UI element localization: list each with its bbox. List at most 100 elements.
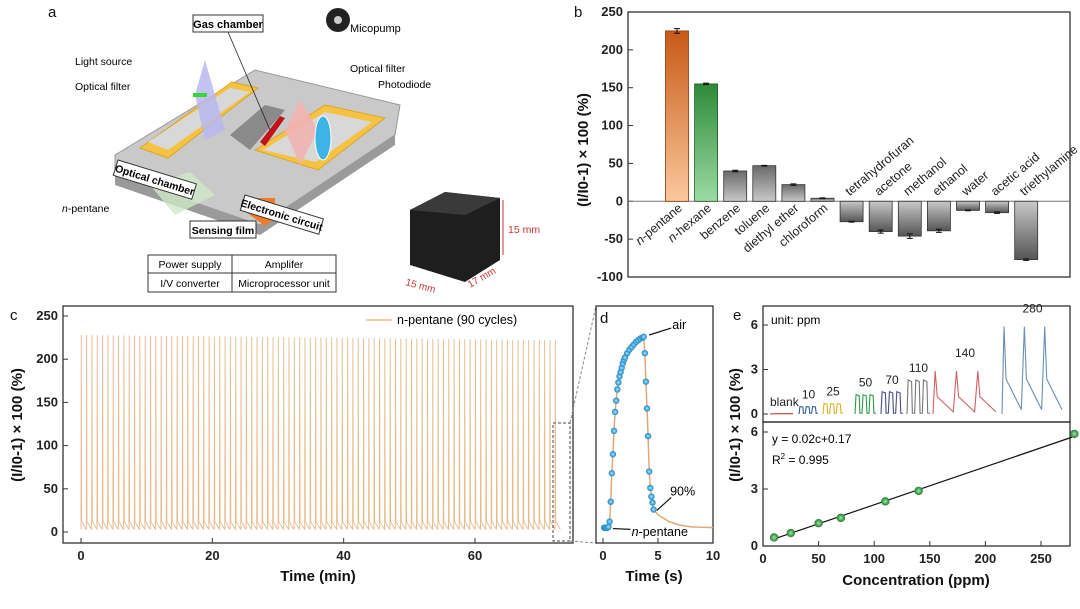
e-unit-label: unit: ppm [771,313,820,327]
error-bar [935,228,942,233]
e-trace-label: 70 [885,373,899,387]
e-data-point [814,519,823,528]
d-data-point [641,349,648,357]
gas-chamber-channel [230,105,285,150]
d-data-point [642,378,650,385]
sensing-film-label: Sensing film [192,225,254,237]
panel-e-calibration-chart: e (I/I0-1) × 100 (%) Concentration (ppm)… [727,301,1079,589]
b-y-tick-label: -50 [604,231,623,246]
table-cell: I/V converter [160,278,220,290]
e-trace-25 [822,402,843,415]
panel-label-b: b [574,4,582,21]
b-y-tick-label: 200 [601,42,623,57]
dim-width: 15 mm [404,277,436,296]
device-top [410,192,500,215]
e-x-tick-label: 200 [975,551,997,566]
c-y-axis-label: (I/I0-1) × 100 (%) [9,368,26,482]
start-arrow [612,527,631,531]
bar-toluene [752,165,777,202]
photodiode-icon [314,115,332,161]
d-data-point [615,379,622,386]
bar-methanol [897,200,922,237]
r2-r: R [772,453,781,467]
e-trace-label: 110 [909,361,928,375]
bar-n-pentane [665,30,689,202]
r2-value: = 0.995 [785,453,829,467]
e-x-axis-label: Concentration (ppm) [842,572,990,589]
c-y-tick-label: 50 [44,481,58,496]
c-y-tick-label: 100 [36,438,58,453]
d-data-point [649,499,656,506]
d-data-point [644,432,652,440]
d-response-curve [603,335,714,529]
e-fit-equation: y = 0.02c+0.17 [772,432,852,446]
italic-prefix: n [632,525,639,539]
error-bar [965,209,971,212]
panel-label-e: e [733,307,741,324]
optical-chamber-left [148,88,250,150]
e-fit-line [773,436,1073,540]
e-data-point [1070,429,1079,439]
bar-acetone [868,200,893,232]
optical-filter-left-label: Optical filter [75,81,131,93]
e-trace-label: 25 [826,385,840,399]
d-x-tick-label: 0 [599,548,606,563]
e-bottom-y-tick-label: 3 [751,481,758,496]
e-bottom-y-tick-label: 0 [751,538,758,553]
e-trace-280 [1001,326,1063,415]
d-data-point [650,506,657,513]
d-x-axis-label: Time (s) [625,568,682,585]
d-data-point [640,333,647,340]
e-x-tick-label: 250 [1030,551,1052,566]
d-data-point [647,484,654,492]
b-y-tick-label: 100 [601,118,623,133]
e-r2-label: R2 = 0.995 [772,452,829,467]
c-plot-frame [62,305,574,544]
b-y-axis-label: (I/I0-1) × 100 (%) [575,93,592,207]
c-y-tick-label: 150 [36,394,58,409]
c-x-tick-label: 60 [468,548,482,563]
d-data-point [605,523,612,531]
optical-filter-right-shape [285,100,318,165]
e-x-tick-label: 100 [863,551,885,566]
b-y-tick-label: 0 [616,193,623,208]
c-response-trace [80,335,561,530]
e-data-point [914,486,923,496]
d-data-point [610,427,618,435]
e-data-point [786,528,795,538]
label-rest: -pentane [639,525,688,539]
light-source-filter [195,60,225,140]
d-data-point [643,405,651,412]
device-photo: 15 mm 15 mm 17 mm [404,192,540,296]
panel-b-bar-chart: b (I/I0-1) × 100 (%) -100 -50 0 50 100 150 200… [574,4,1080,284]
micropump-label: Micopump [350,23,401,35]
error-bar [732,169,739,173]
e-data-point [769,533,779,542]
bar-diethyl-ether [781,184,806,202]
photodiode-label: Photodiode [378,79,431,91]
bar-benzene [723,170,748,202]
panel-a-schematic: a Gas chamber Micopump Light source Opti… [48,4,540,296]
electronic-circuit-box [239,194,325,235]
optical-filter-right-label: Optical filter [350,63,406,75]
bar-n-hexane [694,83,718,202]
r2-sup: 2 [781,452,786,461]
error-bar [877,229,884,234]
analyte-suffix: -pentane [68,203,110,215]
error-bar [674,28,680,34]
device-body [410,192,500,282]
e-x-tick-label: 150 [919,551,941,566]
e-trace-label: 140 [955,346,975,360]
c-legend-label: n-pentane (90 cycles) [397,313,517,327]
e-top-y-tick-label: 6 [751,317,758,332]
c-zoom-connector [569,540,597,544]
table-cell: Microprocessor unit [238,278,330,290]
sensing-film-box [189,220,257,239]
air-arrow [649,327,672,336]
b-y-tick-label: -100 [597,269,623,284]
bar-acetic-acid [985,200,1009,214]
panel-c-line-chart: c (I/I0-1) × 100 (%) Time (min) n-pentan… [9,305,597,585]
bar-ethanol [927,200,951,232]
c-y-tick-label: 200 [36,351,58,366]
